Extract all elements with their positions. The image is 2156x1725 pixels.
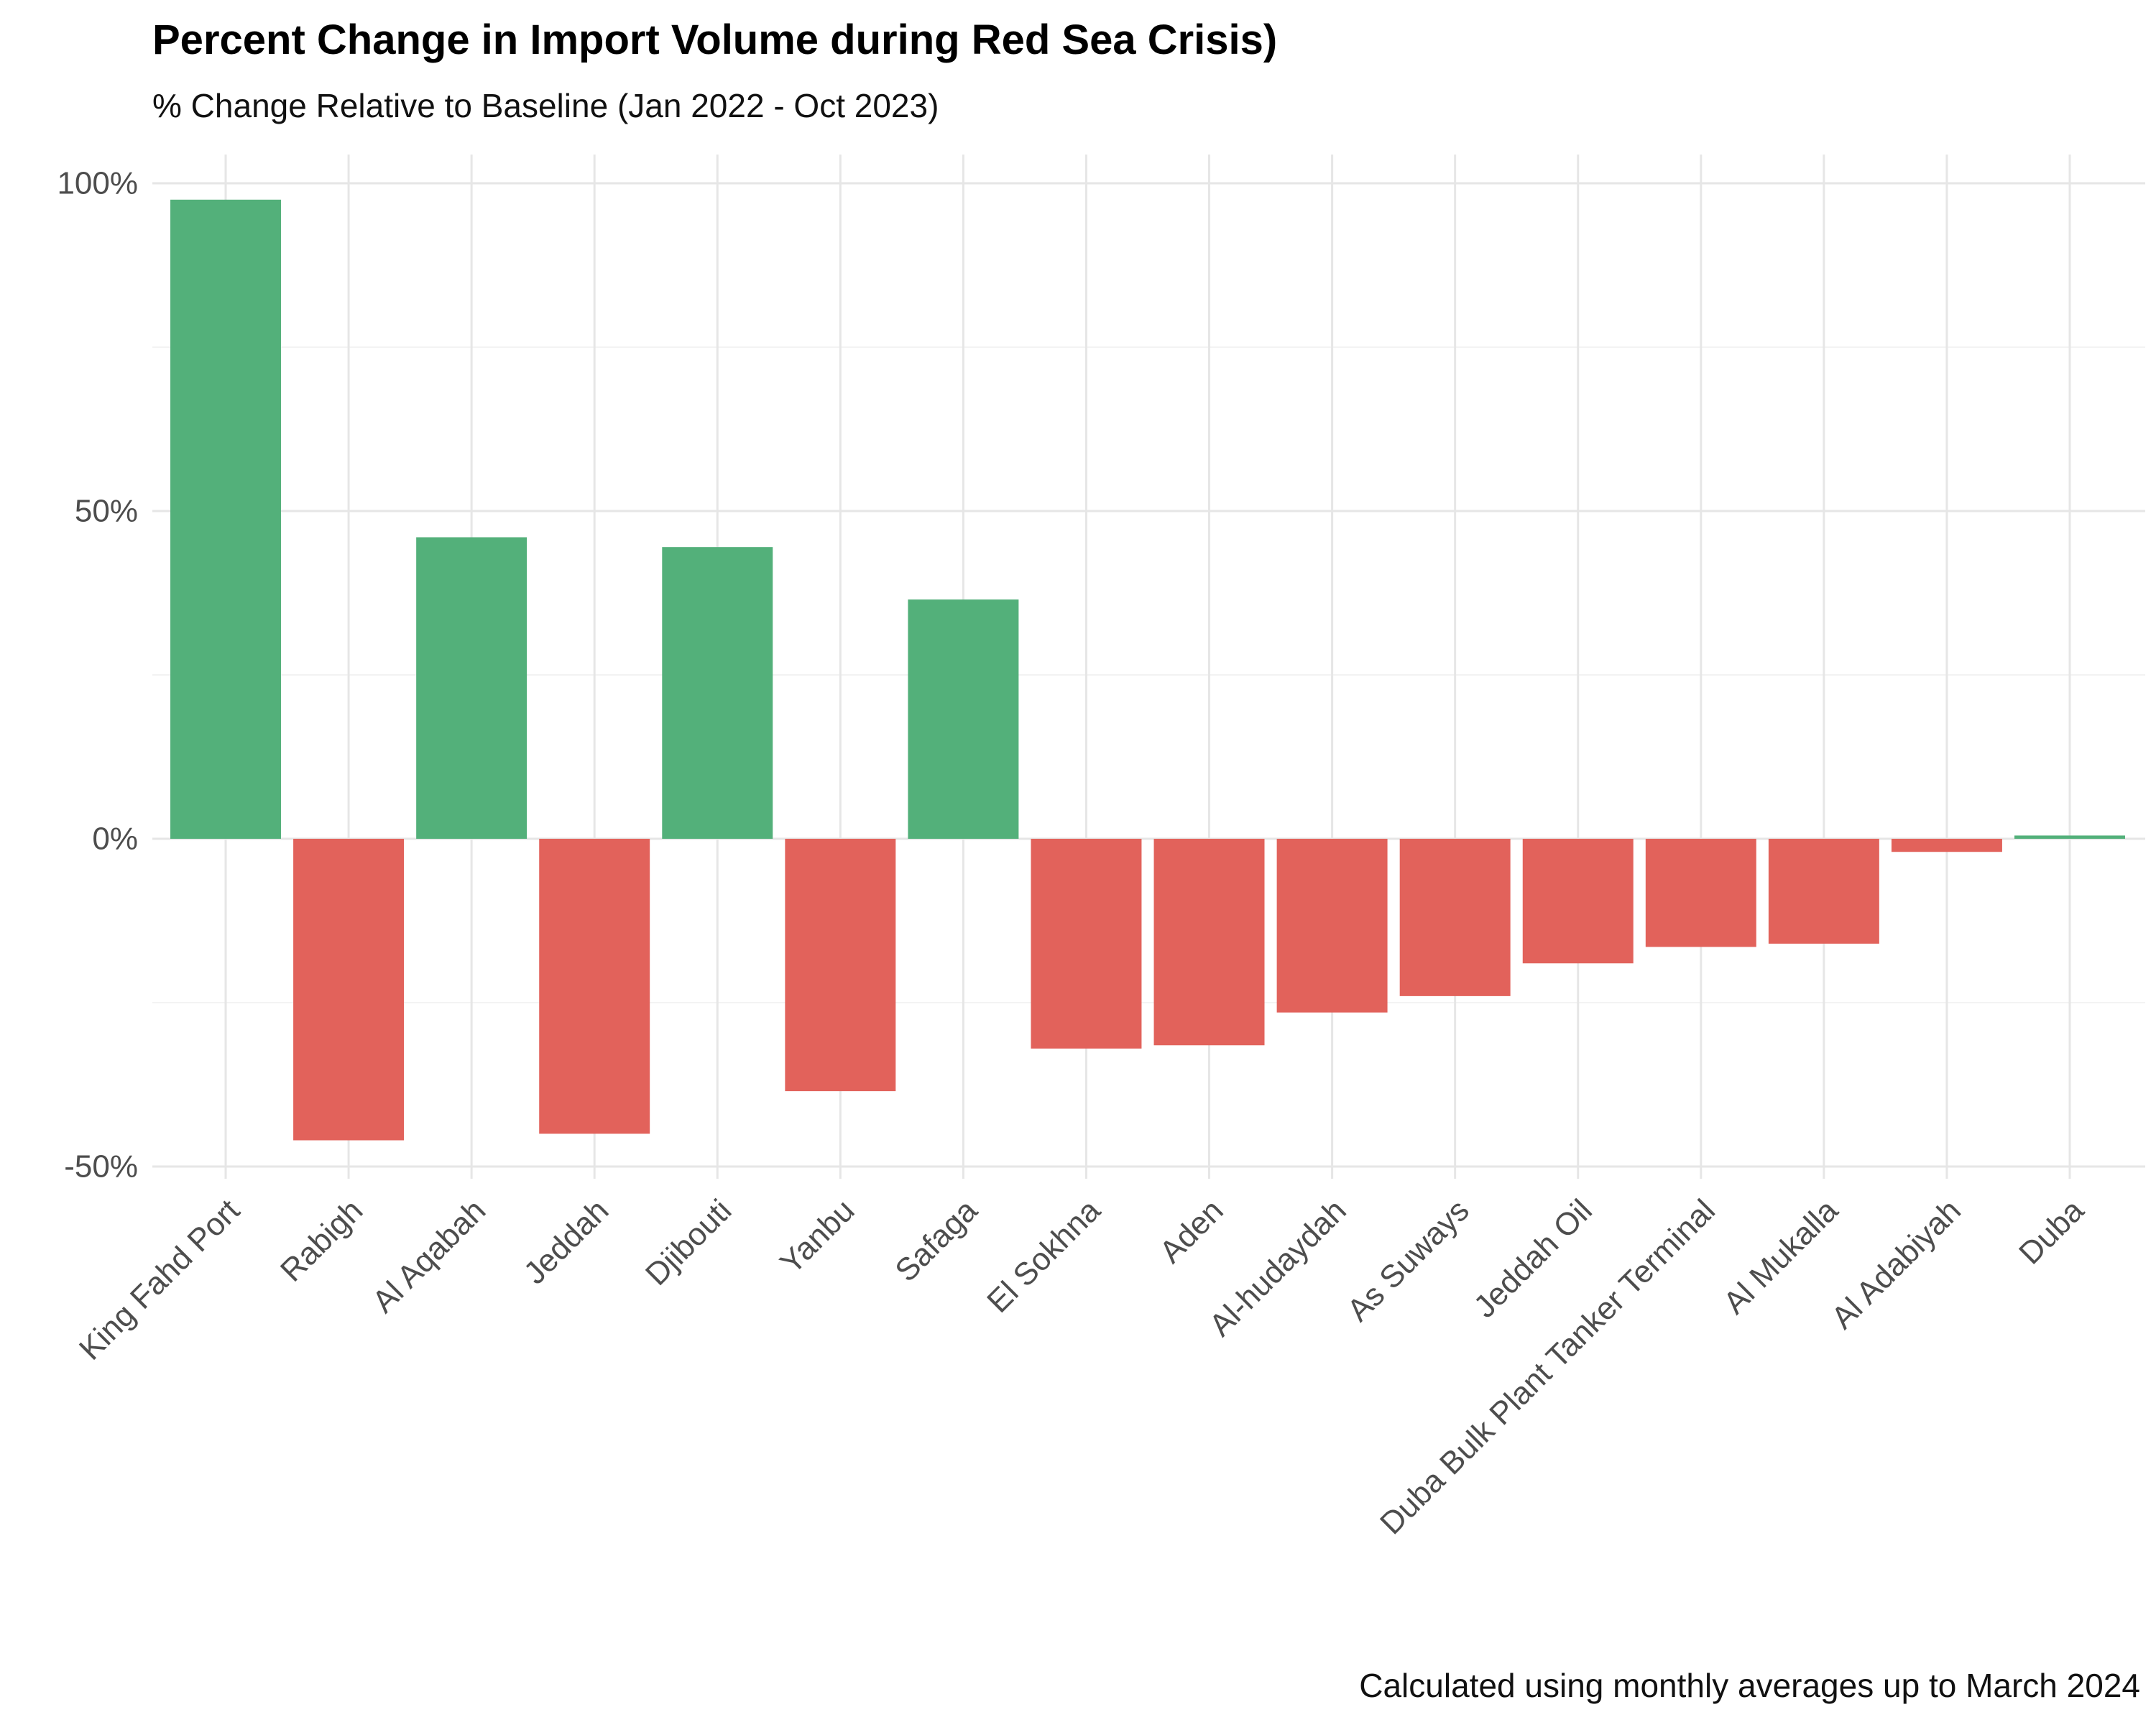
bars-layer [170,199,2125,1141]
x-tick-label: King Fahd Port [73,1192,247,1366]
y-tick-label: -50% [64,1149,138,1184]
x-tick-label: El Sokhna [980,1192,1107,1320]
bar-jeddah [539,839,650,1134]
bar-djibouti [662,547,773,839]
bar-al-mukalla [1768,839,1879,944]
bar-aden [1153,839,1265,1046]
bar-jeddah-oil [1522,839,1634,964]
x-tick-label: Djibouti [639,1192,738,1292]
bar-al-aqabah [416,537,528,839]
bar-duba [2014,835,2125,839]
bar-safaga [908,599,1019,839]
y-tick-label: 50% [75,494,138,529]
x-tick-label: Yanbu [773,1192,861,1280]
bar-as-suways [1399,839,1511,996]
bar-yanbu [785,839,896,1092]
x-tick-label: Safaga [888,1192,985,1289]
x-tick-label: As Suways [1340,1192,1476,1328]
bar-al-hudaydah [1276,839,1388,1013]
x-tick-label: Jeddah Oil [1467,1192,1598,1324]
bar-duba-bulk-plant-tanker-terminal [1645,839,1756,947]
x-tick-label: Rabigh [274,1192,369,1288]
x-tick-label: Duba [2012,1192,2091,1271]
bar-king-fahd-port [170,199,281,839]
x-tick-label: Aden [1153,1192,1230,1269]
y-axis: 100% 50% 0% -50% [57,166,138,1184]
chart-subtitle: % Change Relative to Baseline (Jan 2022 … [152,87,939,124]
y-tick-label: 100% [57,166,138,201]
x-tick-label: Al Mukalla [1717,1192,1846,1321]
bar-rabigh [293,839,405,1141]
chart-caption: Calculated using monthly averages up to … [1359,1667,2140,1704]
x-tick-label: Al Aqabah [366,1192,493,1320]
bar-el-sokhna [1031,839,1142,1049]
y-tick-label: 0% [92,822,138,857]
x-tick-label: Jeddah [517,1192,616,1291]
chart-title: Percent Change in Import Volume during R… [152,17,1278,63]
bar-al-adabiyah [1891,839,2002,852]
x-tick-label: Al Adabiyah [1825,1192,1968,1335]
